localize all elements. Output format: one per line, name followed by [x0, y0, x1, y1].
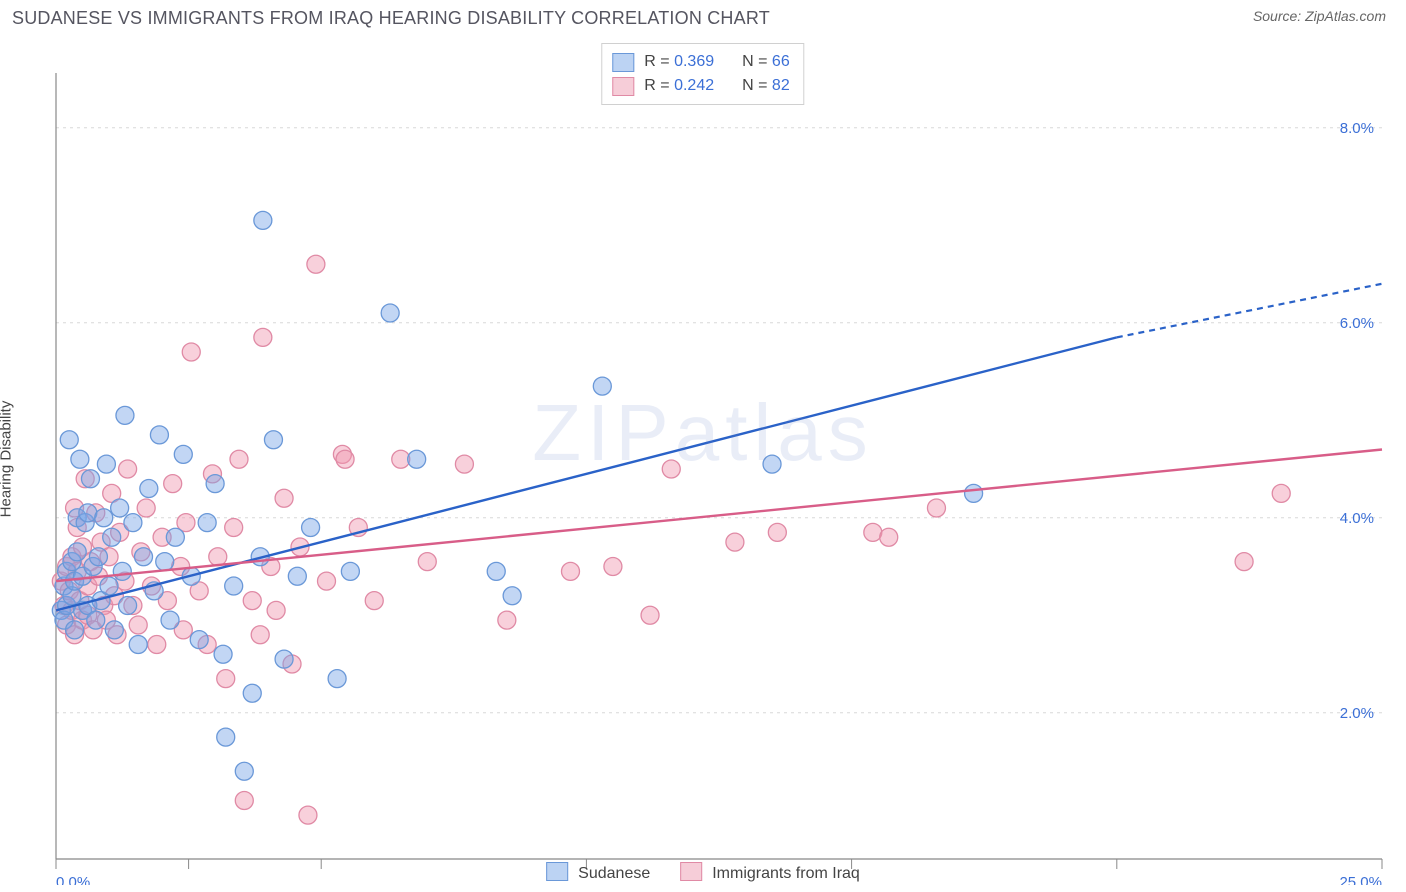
- svg-text:4.0%: 4.0%: [1340, 510, 1374, 527]
- n-value: 66: [772, 53, 790, 70]
- r-label: R =: [644, 53, 674, 70]
- legend-swatch-pink: [680, 862, 702, 881]
- svg-text:2.0%: 2.0%: [1340, 705, 1374, 722]
- legend-label: Sudanese: [578, 865, 650, 882]
- r-label: R =: [644, 77, 674, 94]
- svg-text:8.0%: 8.0%: [1340, 120, 1374, 137]
- legend-stats-row: R = 0.242 N = 82: [612, 74, 789, 98]
- legend-label: Immigrants from Iraq: [712, 865, 860, 882]
- legend-item: Sudanese: [546, 862, 650, 883]
- legend-swatch-blue: [546, 862, 568, 881]
- legend-swatch-blue: [612, 53, 634, 72]
- svg-text:25.0%: 25.0%: [1339, 874, 1382, 885]
- n-label: N =: [742, 77, 772, 94]
- scatter-chart: 2.0% 4.0% 6.0% 8.0% 0.0% 25.0%: [12, 33, 1394, 885]
- n-label: N =: [742, 53, 772, 70]
- legend-stats: R = 0.369 N = 66 R = 0.242 N = 82: [601, 43, 804, 105]
- chart-container: Hearing Disability 2.0%4.0%6.0%8.0%0.0%2…: [12, 33, 1394, 885]
- r-value: 0.242: [674, 77, 714, 94]
- n-value: 82: [772, 77, 790, 94]
- legend-swatch-pink: [612, 77, 634, 96]
- source-label: Source: ZipAtlas.com: [1253, 8, 1386, 24]
- y-axis-label: Hearing Disability: [0, 401, 15, 518]
- svg-text:0.0%: 0.0%: [56, 874, 90, 885]
- header: SUDANESE VS IMMIGRANTS FROM IRAQ HEARING…: [0, 0, 1406, 33]
- chart-title: SUDANESE VS IMMIGRANTS FROM IRAQ HEARING…: [12, 8, 770, 29]
- legend-item: Immigrants from Iraq: [680, 862, 860, 883]
- legend-series: Sudanese Immigrants from Iraq: [546, 862, 860, 883]
- r-value: 0.369: [674, 53, 714, 70]
- svg-text:6.0%: 6.0%: [1340, 315, 1374, 332]
- legend-stats-row: R = 0.369 N = 66: [612, 50, 789, 74]
